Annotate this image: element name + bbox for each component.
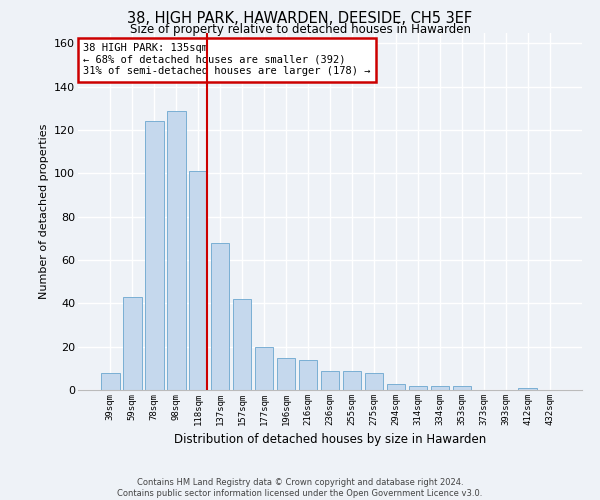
Y-axis label: Number of detached properties: Number of detached properties	[38, 124, 49, 299]
Bar	[123, 297, 142, 390]
Bar	[343, 370, 361, 390]
Bar	[167, 110, 185, 390]
Bar	[211, 242, 229, 390]
Bar	[409, 386, 427, 390]
Bar	[189, 171, 208, 390]
Bar	[233, 299, 251, 390]
Bar	[365, 372, 383, 390]
Text: 38, HIGH PARK, HAWARDEN, DEESIDE, CH5 3EF: 38, HIGH PARK, HAWARDEN, DEESIDE, CH5 3E…	[127, 11, 473, 26]
Bar	[452, 386, 471, 390]
Text: Size of property relative to detached houses in Hawarden: Size of property relative to detached ho…	[130, 22, 470, 36]
Text: Contains HM Land Registry data © Crown copyright and database right 2024.
Contai: Contains HM Land Registry data © Crown c…	[118, 478, 482, 498]
Text: 38 HIGH PARK: 135sqm
← 68% of detached houses are smaller (392)
31% of semi-deta: 38 HIGH PARK: 135sqm ← 68% of detached h…	[83, 43, 371, 76]
Bar	[145, 122, 164, 390]
Bar	[431, 386, 449, 390]
Bar	[518, 388, 537, 390]
Bar	[299, 360, 317, 390]
Bar	[386, 384, 405, 390]
Bar	[255, 346, 274, 390]
Bar	[277, 358, 295, 390]
Bar	[320, 370, 340, 390]
X-axis label: Distribution of detached houses by size in Hawarden: Distribution of detached houses by size …	[174, 434, 486, 446]
Bar	[101, 372, 119, 390]
